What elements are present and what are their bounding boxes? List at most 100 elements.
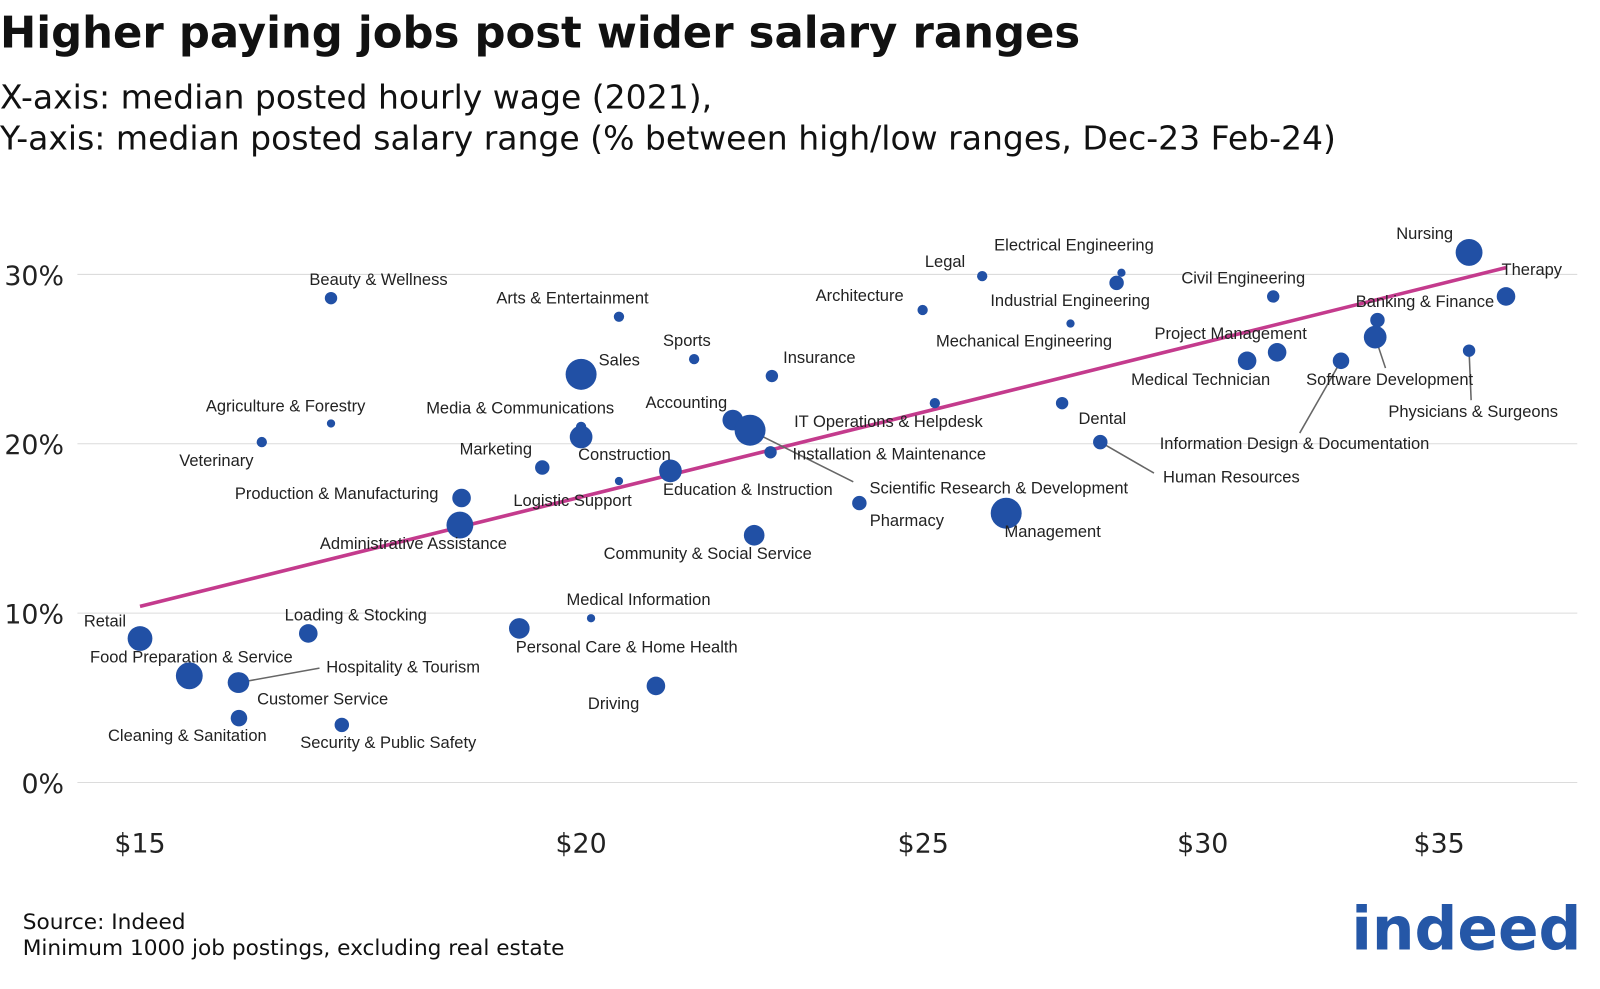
point-label: Electrical Engineering	[994, 236, 1154, 254]
x-tick-label: $15	[114, 829, 165, 860]
point	[508, 618, 530, 639]
point	[1462, 344, 1476, 357]
x-tick-label: $35	[1414, 829, 1465, 860]
point	[256, 436, 267, 448]
note: Minimum 1000 job postings, excluding rea…	[23, 936, 565, 961]
point	[1237, 351, 1257, 371]
point-label: Customer Service	[257, 690, 388, 708]
point-label: Legal	[925, 253, 965, 271]
point	[230, 709, 248, 727]
point	[1117, 268, 1126, 277]
chart-title: Higher paying jobs post wider salary ran…	[0, 9, 1080, 59]
point	[324, 291, 338, 305]
point-label: Medical Technician	[1131, 371, 1270, 389]
point-label: Construction	[578, 446, 671, 464]
point-label: Therapy	[1502, 261, 1563, 279]
point	[614, 476, 624, 486]
point	[734, 414, 766, 446]
point-label: Accounting	[646, 394, 728, 412]
point-label: Human Resources	[1163, 469, 1300, 487]
point-label: Food Preparation & Service	[90, 649, 293, 667]
point	[1267, 343, 1287, 362]
point-label: Administrative Assistance	[320, 535, 507, 553]
point-label: Veterinary	[179, 452, 254, 470]
x-tick-label: $30	[1177, 829, 1228, 860]
y-tick-label: 0%	[21, 769, 64, 800]
point-label: Marketing	[460, 440, 532, 458]
point-label: Sales	[599, 351, 640, 369]
leader-line	[749, 429, 854, 483]
point-label: Pharmacy	[870, 512, 945, 530]
point-label: Cleaning & Sanitation	[108, 727, 267, 745]
point-label: Software Development	[1306, 371, 1473, 389]
point	[452, 488, 471, 508]
point	[1093, 434, 1108, 450]
leader-line	[1099, 441, 1155, 474]
point	[929, 397, 941, 409]
point-label: IT Operations & Helpdesk	[794, 413, 983, 431]
subtitle: X-axis: median posted hourly wage (2021)…	[0, 77, 712, 116]
point	[298, 624, 318, 643]
x-tick-label: $20	[555, 829, 606, 860]
trend-line	[139, 265, 1507, 609]
point	[852, 495, 867, 511]
point	[227, 672, 249, 693]
point-label: Hospitality & Tourism	[326, 658, 480, 676]
point	[659, 459, 682, 483]
point-label: Logistic Support	[513, 492, 632, 510]
point	[1455, 239, 1483, 266]
point	[1332, 352, 1350, 370]
point	[565, 358, 597, 390]
point-label: Driving	[588, 695, 639, 713]
point-label: Security & Public Safety	[300, 734, 477, 752]
point	[446, 511, 474, 539]
point	[1055, 396, 1069, 410]
point-label: Retail	[84, 612, 126, 630]
point	[917, 304, 928, 316]
point-label: Loading & Stocking	[285, 606, 427, 624]
point-label: Education & Instruction	[663, 481, 833, 499]
point-label: Management	[1004, 523, 1101, 541]
point	[569, 425, 593, 449]
point	[326, 419, 336, 428]
point-label: Architecture	[816, 287, 904, 305]
point-label: Installation & Maintenance	[792, 446, 986, 464]
logo: indeed	[1351, 895, 1581, 965]
leader-line	[238, 667, 320, 684]
point-label: Project Management	[1155, 325, 1308, 343]
point	[127, 626, 153, 651]
point-label: Nursing	[1396, 225, 1453, 243]
point	[977, 270, 988, 282]
point	[646, 676, 666, 696]
point	[334, 717, 350, 733]
point	[175, 662, 203, 690]
point	[1363, 325, 1387, 349]
y-tick-label: 30%	[4, 261, 64, 292]
point-label: Medical Information	[567, 591, 711, 609]
point-label: Community & Social Service	[604, 545, 812, 563]
point-label: Industrial Engineering	[990, 292, 1150, 310]
x-tick-label: $25	[898, 829, 949, 860]
point	[1496, 287, 1516, 306]
point-label: Mechanical Engineering	[936, 332, 1112, 350]
y-tick-label: 20%	[4, 430, 64, 461]
point-label: Beauty & Wellness	[309, 271, 447, 289]
point-label: Agriculture & Forestry	[206, 397, 366, 415]
point	[586, 614, 596, 623]
leader-line	[1299, 360, 1342, 434]
subtitle: Y-axis: median posted salary range (% be…	[0, 119, 1336, 158]
point-label: Sports	[663, 332, 711, 350]
point	[688, 353, 700, 365]
point	[535, 460, 550, 475]
point-label: Civil Engineering	[1181, 269, 1305, 287]
point	[743, 524, 765, 546]
point-label: Personal Care & Home Health	[516, 638, 738, 656]
source: Source: Indeed	[23, 910, 186, 935]
point	[613, 311, 625, 322]
point	[765, 369, 779, 383]
point-label: Banking & Finance	[1356, 293, 1495, 311]
point-label: Media & Communications	[426, 400, 614, 418]
point-label: Scientific Research & Development	[870, 479, 1129, 497]
point-label: Insurance	[783, 349, 855, 367]
